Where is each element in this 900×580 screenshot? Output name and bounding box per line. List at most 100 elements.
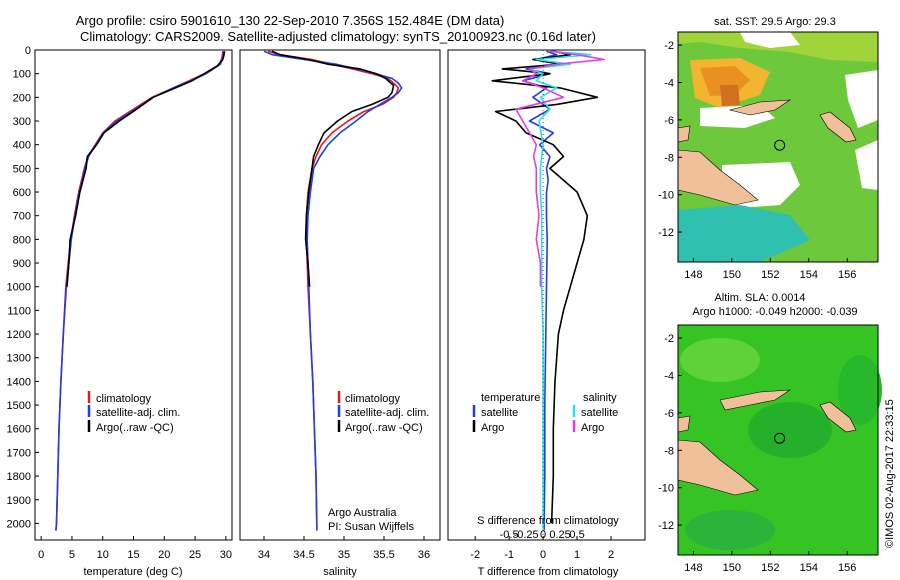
depth-tick-label: 700 (13, 211, 31, 223)
sst-map: 148 150 152 154 156 -2 -4 -6 -8 -10 -12 (658, 31, 879, 281)
sst-cloud-mask (740, 32, 800, 48)
depth-tick-label: 800 (13, 234, 31, 246)
argo-position-marker (774, 432, 786, 444)
difference-series (491, 50, 606, 531)
temperature-axis-label: temperature (deg C) (83, 566, 182, 578)
sla-high-region (680, 338, 760, 382)
depth-tick-label: 1700 (7, 447, 31, 459)
salinity-series (263, 50, 403, 531)
sst-map-frame (677, 31, 879, 263)
sst-map-axes: 148 150 152 154 156 -2 -4 -6 -8 -10 -12 (658, 40, 856, 281)
depth-tick-label: 1300 (7, 353, 31, 365)
map-y-tick-label: -6 (664, 408, 674, 420)
map-x-tick-label: 148 (684, 269, 702, 281)
figure-title-line1: Argo profile: csiro 5901610_130 22-Sep-2… (76, 13, 505, 28)
legend-label-argo: Argo(..raw -QC) (96, 422, 174, 434)
map-x-tick-label: 154 (800, 269, 818, 281)
map-x-tick-label: 150 (723, 269, 741, 281)
argo-raw-qc-line (66, 51, 226, 287)
map-x-tick-label: 150 (723, 562, 741, 574)
sst-cloud-mask (845, 70, 878, 128)
x-tick-label: 34.5 (293, 549, 314, 561)
map-x-tick-label: 148 (684, 562, 702, 574)
t-argo-line (491, 50, 599, 524)
x-tick-label: 1 (574, 549, 580, 561)
argo-raw-qc-line (271, 50, 395, 287)
map-y-tick-label: -4 (664, 370, 674, 382)
depth-tick-label: 100 (13, 69, 31, 81)
legend-title-temperature: temperature (481, 392, 540, 404)
map-x-tick-label: 156 (838, 562, 856, 574)
legend-title-salinity: salinity (583, 392, 617, 404)
difference-axis-label: T difference from climatology (478, 566, 619, 578)
map-y-tick-label: -8 (664, 445, 674, 457)
legend-label-t-argo: Argo (481, 422, 504, 434)
x-tick-label: 2 (608, 549, 614, 561)
legend-label-climatology: climatology (96, 393, 152, 405)
x-tick-label: 0 (540, 549, 546, 561)
x-tick-label: 5 (69, 549, 75, 561)
land-fragment (677, 125, 691, 143)
pi-annotation: PI: Susan Wijffels (328, 521, 414, 533)
s-diff-tick-label: 0.5 (569, 529, 584, 541)
land-bougainville (819, 401, 857, 433)
legend-label-s-argo: Argo (581, 422, 604, 434)
sst-cloud-mask (855, 140, 878, 190)
map-y-tick-label: -10 (658, 190, 674, 202)
x-tick-label: 36 (418, 549, 430, 561)
legend-label-satellite: satellite-adj. clim. (96, 407, 180, 419)
x-tick-label: -1 (504, 549, 514, 561)
sst-cool-region (678, 205, 810, 262)
depth-tick-label: 1900 (7, 495, 31, 507)
map-y-tick-label: -10 (658, 483, 674, 495)
imos-timestamp: ©IMOS 02-Aug-2017 22:33:15 (884, 399, 896, 548)
t-satellite-line (521, 50, 561, 531)
figure-title-line2: Climatology: CARS2009. Satellite-adjuste… (80, 29, 596, 44)
project-annotation: Argo Australia (328, 507, 397, 519)
x-tick-label: 35.5 (373, 549, 394, 561)
salinity-axis-label: salinity (323, 566, 357, 578)
salinity-plot-frame (239, 49, 441, 541)
s-satellite-line (528, 50, 592, 531)
depth-tick-label: 1800 (7, 471, 31, 483)
map-y-tick-label: -8 (664, 152, 674, 164)
map-y-tick-label: -2 (664, 40, 674, 52)
temperature-series (55, 51, 226, 531)
land-new-guinea (677, 439, 759, 496)
depth-tick-label: 600 (13, 187, 31, 199)
depth-tick-label: 1400 (7, 376, 31, 388)
sst-map-title: sat. SST: 29.5 Argo: 29.3 (714, 16, 836, 28)
land-new-britain (719, 389, 792, 411)
legend-label-satellite: satellite-adj. clim. (345, 407, 429, 419)
depth-tick-label: 1600 (7, 424, 31, 436)
difference-x-axis: -2 -1 0 1 2 (470, 536, 614, 561)
x-tick-label: 30 (220, 549, 232, 561)
salinity-x-axis: 34 34.5 35 35.5 36 (258, 536, 430, 561)
x-tick-label: 0 (38, 549, 44, 561)
land-new-britain (728, 99, 792, 116)
s-diff-tick-label: -0.5 (500, 529, 519, 541)
depth-tick-label: 0 (25, 45, 31, 57)
depth-tick-label: 400 (13, 140, 31, 152)
temperature-x-axis: 0 5 10 15 20 25 30 (38, 536, 232, 561)
argo-position-marker (774, 139, 786, 151)
map-y-tick-label: -6 (664, 115, 674, 127)
map-y-tick-label: -12 (658, 520, 674, 532)
x-tick-label: 15 (127, 549, 139, 561)
x-tick-label: 35 (338, 549, 350, 561)
salinity-difference-axis: -0.5-0.25 0 0.250.5 (500, 529, 585, 541)
sla-low-region (685, 510, 775, 550)
difference-legend: temperature salinity satellite Argo sate… (472, 392, 618, 434)
depth-tick-label: 1100 (7, 305, 31, 317)
depth-axis: 0 100 200 300 400 500 600 700 800 900 1000 1100 1200… (7, 45, 39, 530)
sst-hot-core (720, 85, 740, 106)
s-diff-tick-label: 0.25 (549, 529, 570, 541)
s-diff-tick-label: -0.25 (514, 529, 539, 541)
map-y-tick-label: -2 (664, 333, 674, 345)
land-bougainville (819, 111, 857, 143)
depth-tick-label: 200 (13, 92, 31, 104)
depth-tick-label: 900 (13, 258, 31, 270)
x-tick-label: 25 (189, 549, 201, 561)
legend-label-climatology: climatology (345, 393, 401, 405)
